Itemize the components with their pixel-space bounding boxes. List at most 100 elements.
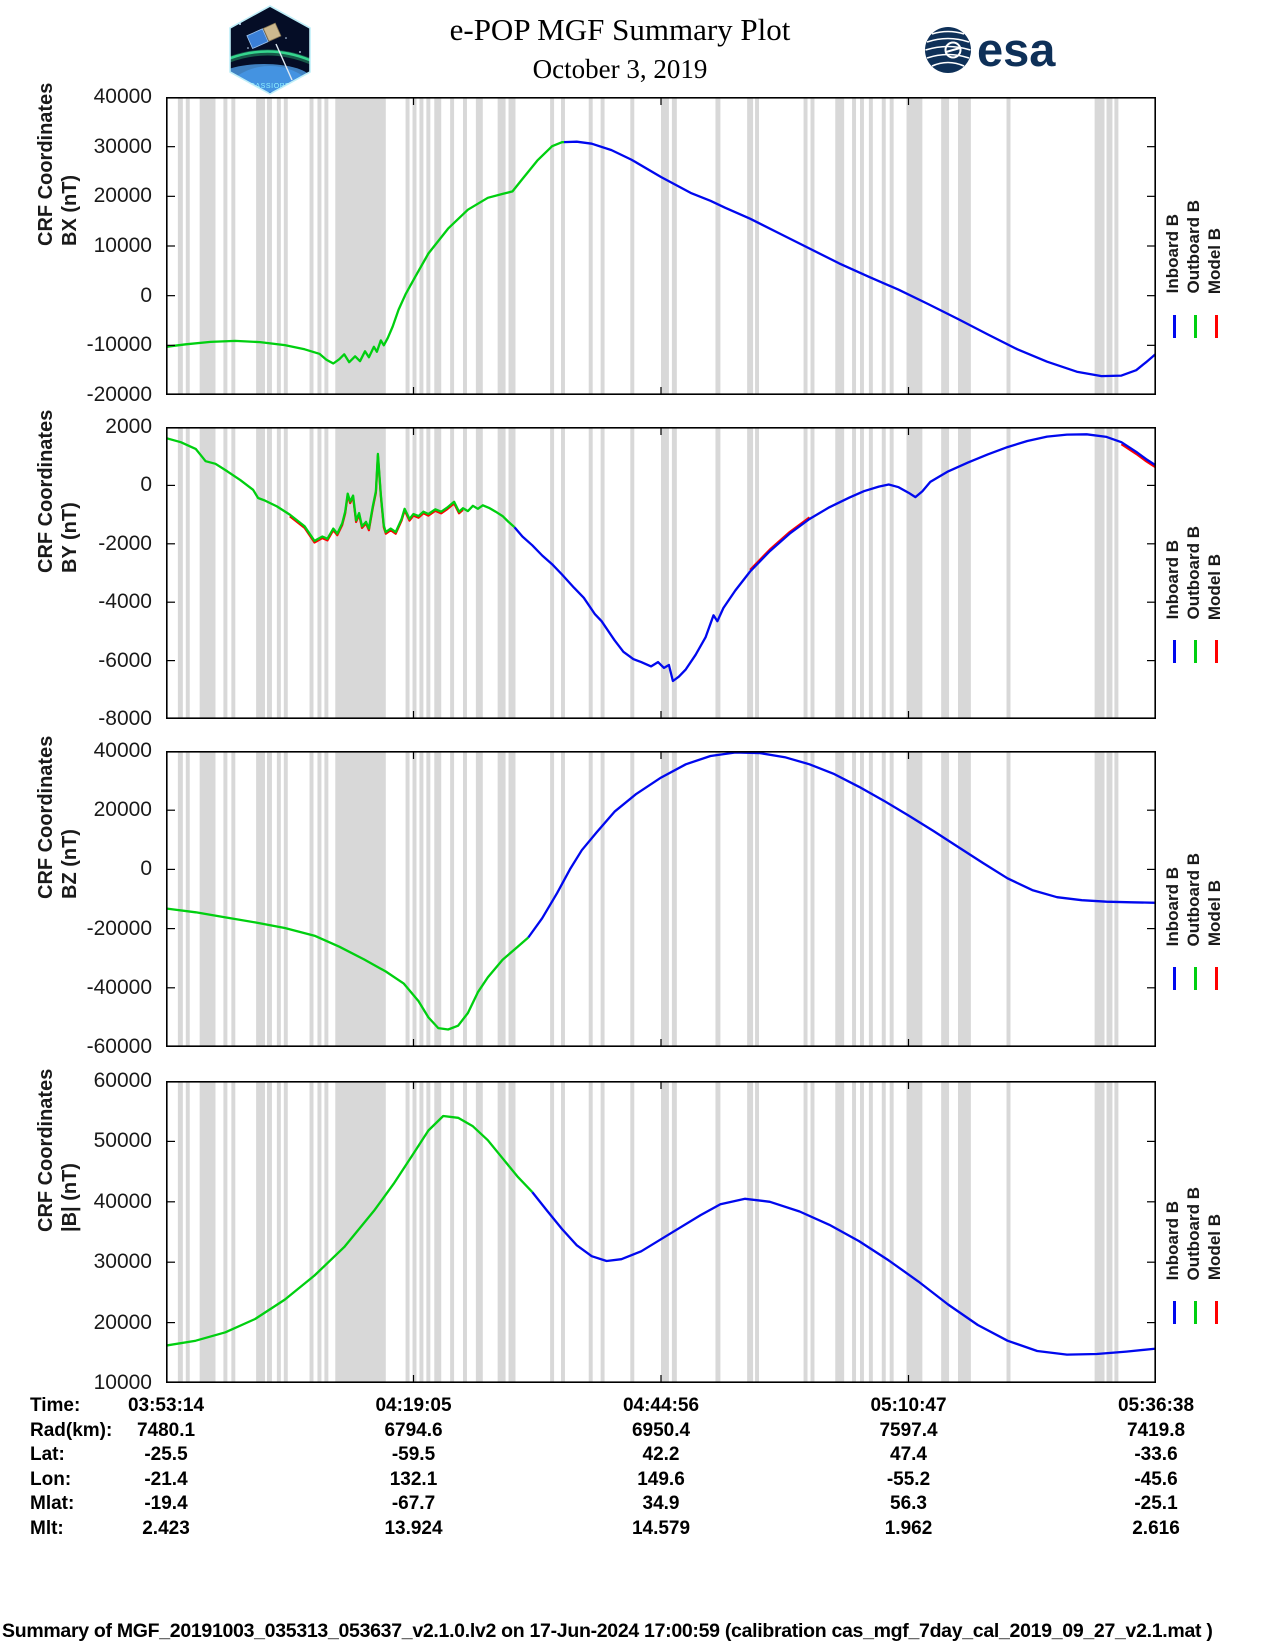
data-gap-band [859,1081,864,1383]
data-gap-band [588,1081,593,1383]
y-tick-label: 30000 [93,1250,152,1274]
data-gap-band [266,751,272,1047]
legend-marker-inboard-b [1172,1301,1176,1325]
y-tick-label: -2000 [98,531,152,555]
outboard-b-curve [166,140,565,365]
data-gap-band [881,1081,886,1383]
data-gap-band [231,751,236,1047]
y-tick-label: -6000 [98,648,152,672]
data-gap-band [324,1081,329,1383]
data-gap-band [810,751,815,1047]
table-cell: 42.2 [642,1444,680,1466]
table-cell: 6950.4 [631,1419,691,1441]
data-gap-band [958,1081,971,1383]
data-gap-band [715,97,721,395]
data-gap-band [309,751,314,1047]
data-gap-band [810,427,815,719]
data-gap-band [868,751,873,1047]
data-gap-band [266,97,272,395]
data-gap-band [881,427,886,719]
data-gap-band [497,427,506,719]
panel-border [166,751,1156,1047]
y-tick-label: 0 [140,857,152,881]
legend-label-inboard-b: Inboard B [1163,540,1182,620]
panel-magBmag [166,1081,1156,1383]
data-gap-band [1106,1081,1113,1383]
table-cell: -33.6 [1134,1444,1178,1466]
data-gap-band [630,751,635,1047]
legend-label-inboard-b: Inboard B [1163,1200,1182,1281]
data-gap-band [223,97,228,395]
data-gap-band [1006,427,1011,719]
data-gap-band [177,751,183,1047]
data-gap-band [177,1081,183,1383]
data-gap-band [405,751,410,1047]
data-gap-band [803,427,808,719]
data-gap-band [941,97,950,395]
data-gap-band [419,751,424,1047]
data-gap-band [835,751,845,1047]
data-gap-band [1094,427,1105,719]
y-tick-label: 2000 [105,415,152,438]
table-cell: 05:36:38 [1117,1395,1195,1416]
legend-label-inboard-b: Inboard B [1163,867,1182,947]
table-cell: -21.4 [144,1468,188,1490]
outboard-b-curve [166,1114,534,1347]
y-tick-label: -20000 [86,916,152,940]
data-gap-band [256,427,265,719]
data-gap-band [1114,1081,1119,1383]
data-gap-band [906,1081,923,1383]
table-cell: 7419.8 [1126,1419,1186,1441]
data-gap-band [1094,751,1105,1047]
esa-logo-text: esa [977,23,1056,76]
data-gap-band [223,751,228,1047]
data-gap-band [868,427,873,719]
data-gap-band [906,97,923,395]
data-gap-band [434,1081,442,1383]
data-gap-band [309,97,314,395]
data-gap-band [177,427,183,719]
data-gap-band [177,97,183,395]
data-gap-band [958,97,971,395]
data-gap-band [283,97,288,395]
legend-marker-model-b [1214,1301,1218,1325]
y-tick-label: 60000 [93,1069,152,1092]
cassiope-patch-text: CASSIOPE [250,83,291,90]
y-tick-label: -60000 [86,1035,152,1058]
data-gap-band [588,97,593,395]
data-gap-band [309,427,314,719]
data-gap-band [475,97,483,395]
y-tick-label: -40000 [86,975,152,999]
data-gap-band [588,751,593,1047]
data-gap-band [1006,1081,1011,1383]
data-gap-band [412,751,417,1047]
y-tick-label: 0 [140,473,152,497]
table-cell: -67.7 [391,1493,436,1515]
data-gap-band [508,97,516,395]
panel-border [166,97,1156,395]
data-gap-band [434,427,442,719]
data-gap-band [835,97,845,395]
data-gap-band [803,1081,808,1383]
data-gap-band [463,751,467,1047]
data-gap-band [317,97,322,395]
panel-BY [166,427,1156,719]
data-gap-band [185,751,190,1047]
summary-footer-text: Summary of MGF_20191003_035313_053637_v2… [2,1620,1213,1642]
panel-border [166,1081,1156,1383]
data-gap-band [185,97,190,395]
data-gap-band [426,97,431,395]
table-cell: 13.924 [384,1518,443,1539]
y-tick-label: 0 [140,283,152,307]
table-row-label: Time: [30,1395,81,1416]
y-tick-label: 20000 [93,798,152,822]
data-gap-band [550,751,555,1047]
data-gap-band [600,1081,605,1383]
panel-BZ [166,751,1156,1047]
data-gap-band [426,1081,431,1383]
data-gap-band [889,427,894,719]
legend-marker-model-b [1214,640,1218,664]
data-gap-band [256,1081,265,1383]
data-gap-band [588,427,593,719]
data-gap-band [199,1081,216,1383]
